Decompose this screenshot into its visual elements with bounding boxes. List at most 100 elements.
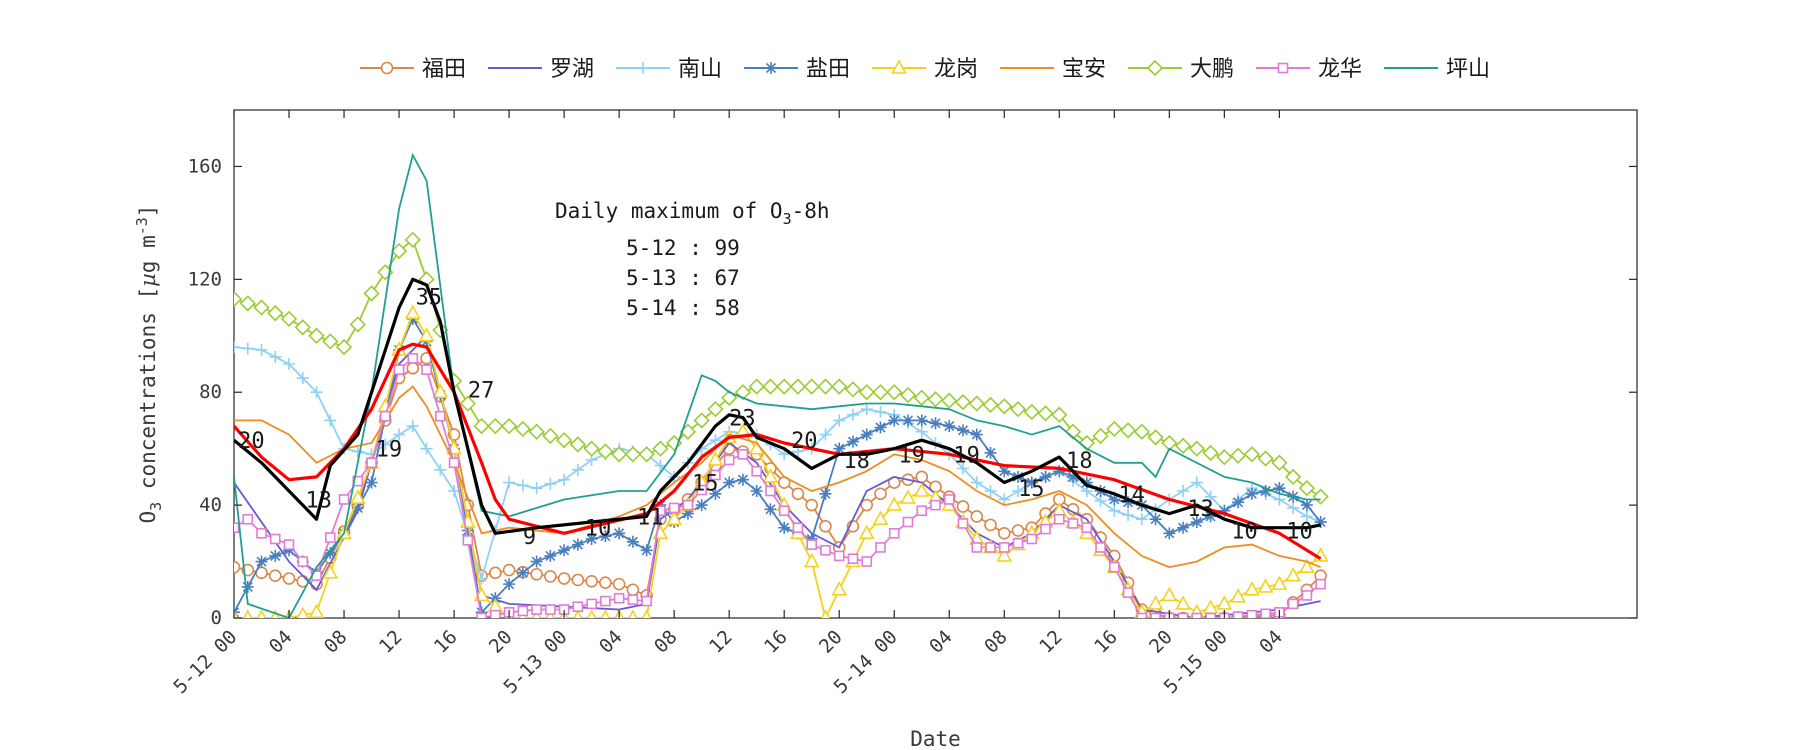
data-point <box>569 436 587 453</box>
x-tick-label: 12 <box>1035 626 1067 658</box>
data-point <box>530 482 543 495</box>
data-point <box>613 527 626 540</box>
data-point <box>234 290 243 308</box>
data-point <box>820 544 831 556</box>
data-point <box>1271 575 1288 590</box>
x-tick-label: 5-12 00 <box>169 626 241 698</box>
legend: 福田 罗湖 南山 盐田 龙岗 宝安 大鹏 龙华 坪山 <box>360 57 1490 82</box>
data-point <box>970 428 983 441</box>
data-point <box>269 350 282 363</box>
x-tick-label: 16 <box>1090 626 1122 658</box>
data-point <box>585 575 598 588</box>
legend-marker <box>1146 59 1164 77</box>
value-label: 10 <box>1286 520 1313 545</box>
data-point <box>280 310 298 327</box>
x-tick-label: 08 <box>650 626 682 658</box>
data-point <box>1188 440 1205 457</box>
data-point <box>1177 521 1190 534</box>
series-8 <box>234 353 1326 618</box>
data-point <box>283 358 296 370</box>
data-point <box>514 420 531 438</box>
data-point <box>351 445 364 458</box>
data-point <box>1315 578 1326 590</box>
data-point <box>1133 423 1150 440</box>
data-point <box>351 501 364 514</box>
data-point <box>473 417 490 435</box>
value-label: 11 <box>637 505 664 530</box>
data-point <box>283 539 295 550</box>
legend-item: 罗湖 <box>488 57 594 82</box>
data-point <box>943 420 956 433</box>
data-point <box>1147 429 1164 446</box>
legend-label: 罗湖 <box>550 57 594 82</box>
data-point <box>475 606 488 618</box>
x-tick-label: 04 <box>925 626 957 658</box>
legend-label: 龙岗 <box>934 57 978 82</box>
data-point <box>1260 608 1271 618</box>
data-point <box>791 487 805 501</box>
data-point <box>324 532 336 543</box>
data-point <box>652 440 669 457</box>
data-point <box>404 304 421 319</box>
data-point <box>1299 558 1315 573</box>
data-point <box>968 395 985 412</box>
x-axis-label: Date <box>910 727 961 750</box>
data-point <box>806 539 818 550</box>
data-point <box>996 547 1013 562</box>
data-point <box>998 465 1011 478</box>
data-point <box>805 498 819 512</box>
data-point <box>916 505 928 517</box>
data-point <box>296 606 310 618</box>
data-point <box>707 451 724 466</box>
data-point <box>435 410 446 422</box>
data-point <box>530 555 543 568</box>
data-point <box>528 423 545 440</box>
data-point <box>1135 513 1148 526</box>
data-point <box>641 609 652 618</box>
mean-concentration-line <box>234 277 1321 535</box>
data-point <box>915 425 928 438</box>
x-tick-label: 16 <box>430 626 462 658</box>
data-point <box>817 378 834 395</box>
data-point <box>654 499 667 512</box>
data-point <box>1175 595 1191 610</box>
data-point <box>941 392 958 409</box>
data-point <box>459 395 476 412</box>
data-point <box>256 528 267 539</box>
data-point <box>858 384 875 401</box>
data-point <box>954 393 972 411</box>
data-point <box>1161 586 1178 602</box>
data-point <box>586 609 597 618</box>
data-point <box>1190 516 1203 529</box>
y-tick-label: 0 <box>211 607 222 629</box>
data-point <box>600 595 611 607</box>
data-point <box>1122 496 1135 509</box>
data-point <box>833 414 846 427</box>
data-point <box>1314 516 1327 529</box>
value-label: 20 <box>791 429 818 454</box>
data-point <box>913 389 930 406</box>
data-point <box>461 524 474 537</box>
data-point <box>1257 578 1274 593</box>
data-point <box>1259 485 1272 497</box>
y-tick-label: 40 <box>199 494 222 516</box>
data-point <box>654 459 667 472</box>
data-point <box>638 446 655 463</box>
x-tick-label: 04 <box>595 626 627 658</box>
value-label: 20 <box>238 429 265 454</box>
data-point <box>915 414 928 427</box>
data-point <box>1051 406 1068 423</box>
data-point <box>875 542 886 553</box>
data-point <box>1216 449 1233 466</box>
y-tick-label: 120 <box>188 268 222 290</box>
legend-item: 大鹏 <box>1128 57 1234 82</box>
data-point <box>723 454 735 466</box>
x-tick-label: 04 <box>1255 626 1287 658</box>
x-tick-label: 12 <box>705 626 737 658</box>
data-point <box>1205 612 1216 618</box>
data-point <box>1177 612 1189 618</box>
data-point <box>846 408 859 421</box>
legend-item: 盐田 <box>744 57 850 82</box>
data-point <box>338 494 350 505</box>
data-point <box>544 570 557 583</box>
